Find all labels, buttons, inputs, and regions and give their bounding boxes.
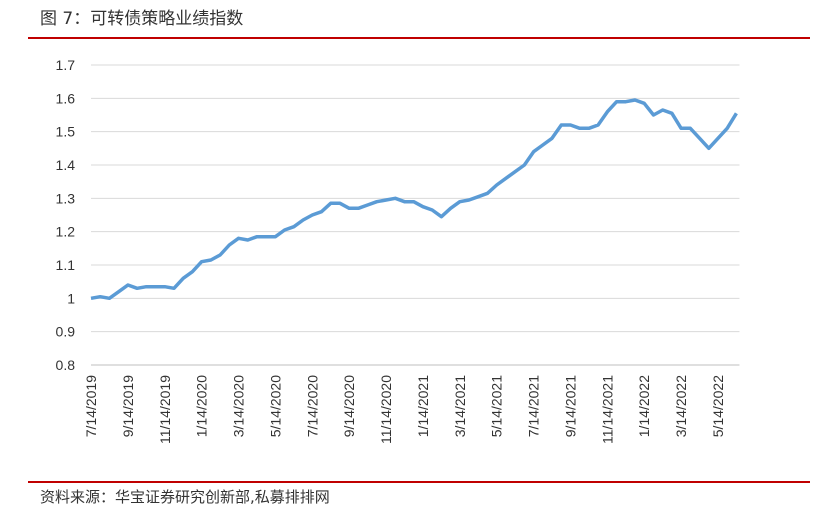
x-tick-label: 1/14/2021 [415,375,431,437]
x-tick-label: 11/14/2020 [378,375,394,444]
y-tick-label: 1.3 [56,190,76,206]
y-tick-label: 1.2 [56,224,76,240]
x-tick-label: 5/14/2022 [710,375,726,437]
x-tick-label: 7/14/2021 [526,375,542,437]
x-tick-label: 1/14/2020 [194,375,210,437]
y-tick-label: 1 [67,290,75,306]
x-tick-label: 5/14/2021 [489,375,505,437]
y-tick-label: 1.7 [56,57,76,73]
x-tick-label: 7/14/2020 [304,375,320,437]
x-tick-label: 9/14/2020 [341,375,357,437]
x-tick-label: 11/14/2019 [157,375,173,444]
x-tick-label: 5/14/2020 [267,375,283,437]
x-tick-label: 3/14/2021 [452,375,468,437]
x-tick-label: 11/14/2021 [599,375,615,444]
y-tick-label: 1.5 [56,124,76,140]
x-tick-label: 3/14/2022 [673,375,689,437]
x-tick-label: 9/14/2021 [562,375,578,437]
x-tick-label: 1/14/2022 [636,375,652,437]
y-tick-label: 0.8 [56,357,76,373]
x-tick-label: 3/14/2020 [231,375,247,437]
source-note: 资料来源：华宝证券研究创新部,私募排排网 [40,488,330,506]
y-tick-label: 0.9 [56,324,76,340]
x-tick-label: 9/14/2019 [120,375,136,437]
y-tick-label: 1.4 [56,157,76,173]
series-line [90,98,738,301]
y-tick-label: 1.1 [56,257,76,273]
y-tick-label: 1.6 [56,90,76,106]
x-tick-label: 7/14/2019 [83,375,99,437]
chart-title: 图 7：可转债策略业绩指数 [40,9,243,29]
